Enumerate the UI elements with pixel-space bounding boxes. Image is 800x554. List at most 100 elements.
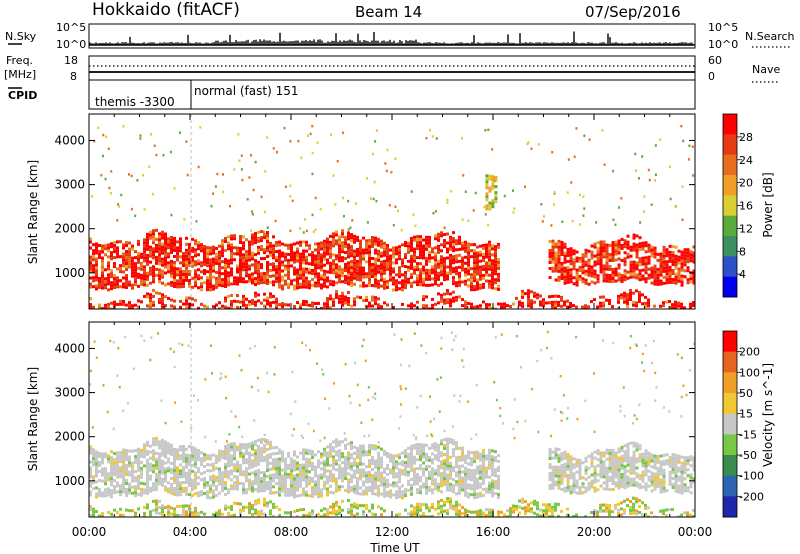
- data-cell: [179, 249, 182, 253]
- data-cell: [620, 258, 624, 262]
- data-cell: [101, 452, 104, 456]
- data-cell: [130, 174, 133, 178]
- data-cell: [302, 466, 305, 470]
- data-cell: [683, 306, 686, 309]
- data-cell: [248, 445, 251, 449]
- data-cell: [269, 488, 272, 492]
- data-cell: [182, 454, 185, 458]
- data-cell: [266, 484, 269, 488]
- data-cell: [200, 276, 203, 280]
- data-cell: [218, 452, 221, 456]
- data-cell: [143, 464, 146, 468]
- data-cell: [587, 282, 591, 286]
- data-cell: [101, 458, 104, 462]
- data-cell: [635, 273, 639, 277]
- data-cell: [488, 451, 491, 455]
- data-cell: [302, 487, 305, 491]
- data-cell: [602, 295, 605, 299]
- data-cell: [179, 475, 182, 479]
- data-cell: [254, 238, 257, 242]
- data-cell: [569, 253, 573, 257]
- data-cell: [146, 247, 149, 251]
- data-cell: [299, 306, 302, 309]
- data-cell: [122, 478, 125, 482]
- data-cell: [287, 243, 290, 247]
- data-cell: [413, 235, 416, 239]
- data-cell: [566, 482, 570, 486]
- data-cell: [641, 256, 645, 260]
- data-cell: [107, 460, 110, 464]
- data-cell: [662, 260, 666, 264]
- data-cell: [488, 273, 491, 277]
- data-cell: [185, 254, 188, 258]
- data-cell: [149, 236, 152, 240]
- data-cell: [593, 260, 597, 264]
- data-cell: [377, 237, 380, 241]
- data-cell: [104, 482, 107, 486]
- data-cell: [248, 466, 251, 470]
- data-cell: [119, 472, 122, 476]
- data-cell: [353, 445, 356, 449]
- data-cell: [623, 242, 627, 246]
- data-cell: [350, 263, 353, 267]
- data-cell: [221, 284, 224, 288]
- data-cell: [167, 442, 170, 446]
- data-cell: [383, 449, 386, 453]
- data-cell: [254, 452, 257, 456]
- data-cell: [458, 259, 461, 263]
- data-cell: [338, 268, 341, 272]
- data-cell: [443, 444, 446, 448]
- data-cell: [221, 266, 224, 270]
- data-cell: [464, 303, 467, 307]
- data-cell: [170, 491, 173, 495]
- data-cell: [92, 276, 95, 280]
- data-cell: [326, 481, 329, 485]
- data-cell: [299, 258, 302, 262]
- data-cell: [170, 244, 173, 248]
- data-cell: [209, 261, 212, 265]
- data-cell: [487, 223, 490, 227]
- data-cell: [89, 282, 92, 286]
- data-cell: [377, 463, 380, 467]
- data-cell: [224, 269, 227, 273]
- data-cell: [437, 485, 440, 489]
- data-cell: [317, 486, 320, 490]
- data-cell: [188, 273, 191, 277]
- data-cell: [443, 471, 446, 475]
- data-cell: [179, 305, 182, 309]
- data-cell: [152, 253, 155, 257]
- data-cell: [368, 241, 371, 245]
- data-cell: [248, 243, 251, 247]
- data-cell: [362, 483, 365, 487]
- data-cell: [200, 302, 203, 306]
- data-cell: [134, 250, 137, 254]
- data-cell: [635, 249, 639, 253]
- data-cell: [284, 267, 287, 271]
- data-cell: [320, 241, 323, 245]
- data-cell: [563, 278, 567, 282]
- data-cell: [230, 484, 233, 488]
- data-cell: [452, 487, 455, 491]
- data-cell: [236, 249, 239, 253]
- data-cell: [632, 291, 635, 295]
- data-cell: [677, 279, 681, 283]
- data-cell: [242, 452, 245, 456]
- data-cell: [125, 303, 128, 307]
- data-cell: [287, 276, 290, 280]
- data-cell: [236, 276, 239, 280]
- data-cell: [278, 478, 281, 482]
- data-cell: [242, 268, 245, 272]
- data-cell: [665, 254, 669, 258]
- data-cell: [677, 261, 681, 265]
- data-cell: [626, 243, 630, 247]
- data-cell: [245, 303, 248, 307]
- data-cell: [248, 246, 251, 250]
- data-cell: [107, 475, 110, 479]
- data-cell: [416, 443, 419, 447]
- data-cell: [521, 295, 524, 299]
- data-cell: [654, 173, 657, 176]
- data-cell: [356, 464, 359, 468]
- data-cell: [263, 477, 266, 481]
- data-cell: [290, 484, 293, 488]
